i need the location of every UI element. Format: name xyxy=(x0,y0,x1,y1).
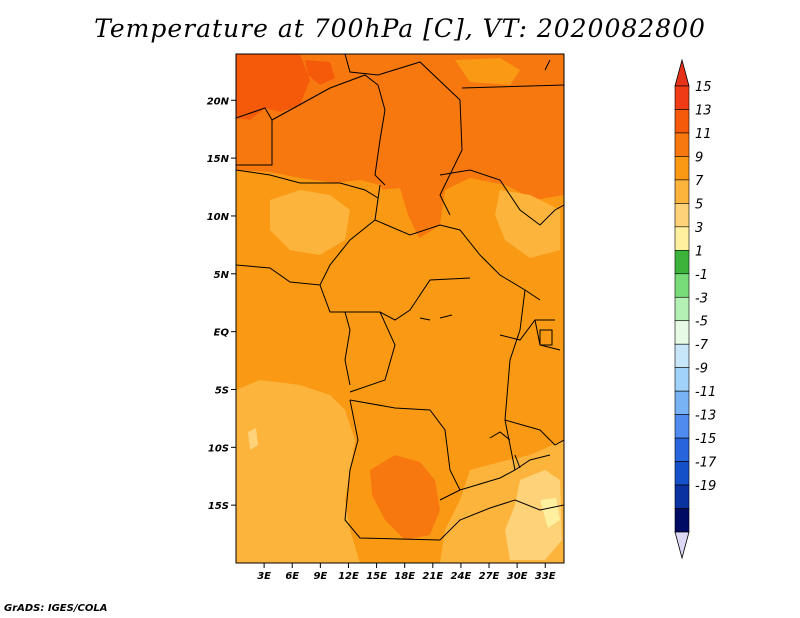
colorbar-swatch xyxy=(674,296,690,322)
colorbar-label: -13 xyxy=(695,409,716,424)
latitude-axis: 20N 15N 10N 5N EQ 5S 10S 15S xyxy=(207,96,236,512)
colorbar-label: 11 xyxy=(695,127,712,142)
lat-tick-label: 5S xyxy=(215,385,229,396)
colorbar-swatch xyxy=(674,414,690,439)
field-patch-north xyxy=(380,188,420,245)
colorbar-label: -9 xyxy=(695,362,708,377)
colorbar-swatch xyxy=(674,132,690,157)
field-7-9-nigeria xyxy=(270,190,350,255)
lon-tick-label: 18E xyxy=(394,571,415,582)
lon-tick-label: 15E xyxy=(366,571,387,582)
lon-tick-label: 3E xyxy=(257,571,271,582)
colorbar-label: -7 xyxy=(695,338,709,353)
lon-tick-label: 30E xyxy=(507,571,528,582)
colorbar-label: 15 xyxy=(695,80,712,95)
colorbar-swatch xyxy=(674,250,690,275)
colorbar-swatch xyxy=(674,484,690,509)
lon-tick-label: 27E xyxy=(479,571,500,582)
lon-tick-label: 24E xyxy=(451,571,472,582)
lat-tick-label: 10S xyxy=(208,443,229,454)
colorbar-swatch xyxy=(674,508,690,533)
field-patch-northeast xyxy=(455,58,520,85)
colorbar-swatch xyxy=(674,226,690,251)
lat-tick-label: EQ xyxy=(214,328,230,339)
colorbar-label: 7 xyxy=(695,174,704,189)
field-7-9-southwest xyxy=(236,380,360,563)
lat-tick-label: 20N xyxy=(207,96,230,107)
colorbar-swatch xyxy=(674,461,690,486)
colorbar-label: -11 xyxy=(695,385,716,400)
field-5-7-patch-west xyxy=(248,428,258,450)
field-13-15-northwest xyxy=(236,54,310,120)
colorbar-label: -17 xyxy=(695,456,717,471)
map-frame xyxy=(235,53,565,564)
colorbar-swatch xyxy=(674,437,690,462)
colorbar-swatch xyxy=(674,179,690,204)
colorbar-swatch xyxy=(674,367,690,392)
colorbar-label: 9 xyxy=(695,150,703,165)
colorbar-swatch xyxy=(674,156,690,181)
field-11-13-north xyxy=(236,54,564,238)
colorbar-label: -1 xyxy=(695,268,708,283)
field-7-9-sudan xyxy=(495,190,560,258)
colorbar-swatch xyxy=(674,85,690,110)
colorbar-label: 5 xyxy=(695,197,703,212)
colorbar-label: 1 xyxy=(695,244,703,259)
footer-credit: GrADS: IGES/COLA xyxy=(4,603,108,614)
lon-tick-label: 6E xyxy=(285,571,299,582)
chart-title: Temperature at 700hPa [C], VT: 202008280… xyxy=(94,14,706,43)
field-3-5-patch xyxy=(540,498,560,528)
lat-tick-label: 10N xyxy=(207,212,230,223)
lon-tick-label: 21E xyxy=(422,571,443,582)
colorbar: 15 13 11 9 7 5 3 1 -1 -3 -5 -7 -9 -11 -13 -15 -17 -19 xyxy=(674,58,717,560)
colorbar-label: -19 xyxy=(695,479,716,494)
colorbar-swatch xyxy=(674,343,690,368)
longitude-axis: 3E 6E 9E 12E 15E 18E 21E 24E 27E 30E 33E xyxy=(257,563,556,582)
colorbar-label: -5 xyxy=(695,315,708,330)
temperature-field xyxy=(236,54,564,563)
colorbar-label: -15 xyxy=(695,432,716,447)
colorbar-label: -3 xyxy=(695,291,708,306)
country-borders xyxy=(236,54,564,541)
colorbar-label: 13 xyxy=(695,103,712,118)
colorbar-swatch xyxy=(674,320,690,345)
lat-tick-label: 15S xyxy=(208,501,229,512)
lon-tick-label: 33E xyxy=(535,571,556,582)
lat-tick-label: 5N xyxy=(214,270,230,281)
field-11-13-angola xyxy=(370,455,440,540)
colorbar-label: 3 xyxy=(695,221,703,236)
field-5-7-patch-southeast xyxy=(505,470,562,560)
lon-tick-label: 12E xyxy=(338,571,359,582)
colorbar-bottom-arrow xyxy=(674,531,690,560)
colorbar-swatch xyxy=(674,203,690,228)
colorbar-swatch xyxy=(674,109,690,134)
field-13-15-patch xyxy=(305,60,335,85)
colorbar-swatch xyxy=(674,390,690,415)
colorbar-top-arrow xyxy=(674,58,690,87)
lon-tick-label: 9E xyxy=(313,571,327,582)
lat-tick-label: 15N xyxy=(207,154,230,165)
colorbar-swatch xyxy=(674,273,690,298)
